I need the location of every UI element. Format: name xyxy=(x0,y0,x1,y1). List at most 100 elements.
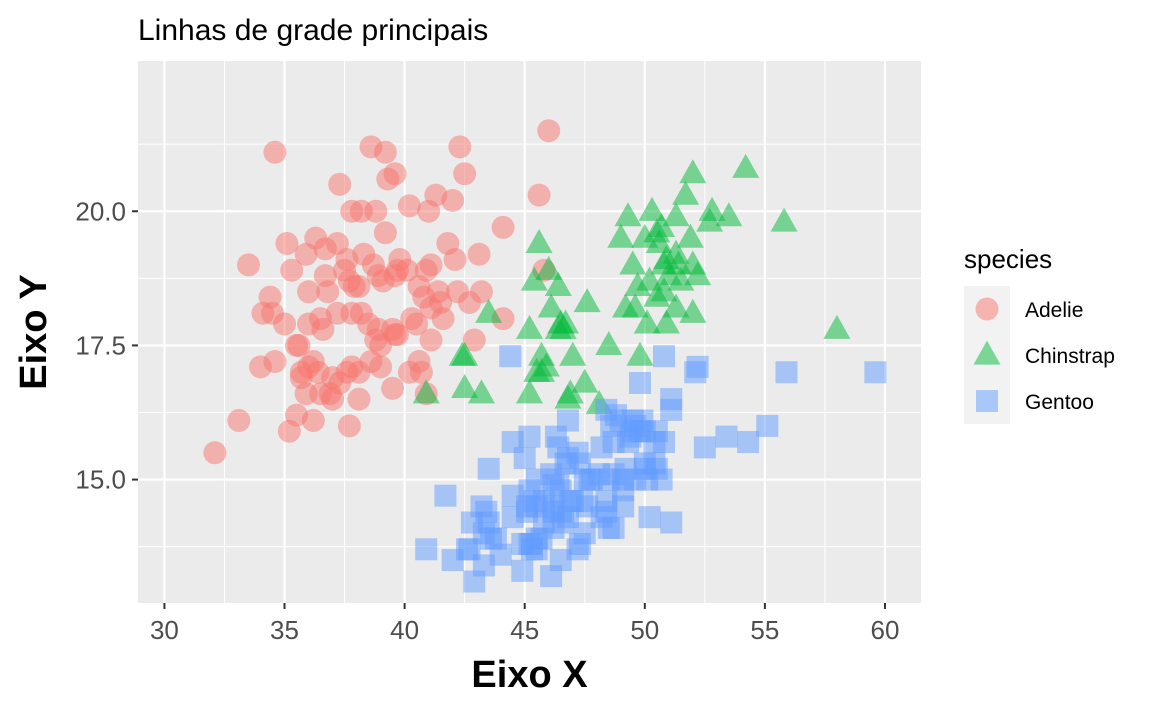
point-adelie xyxy=(443,248,467,272)
point-adelie xyxy=(364,199,388,223)
point-gentoo xyxy=(650,468,673,491)
point-adelie xyxy=(448,135,472,159)
legend-item-adelie: Adelie xyxy=(964,286,1083,332)
legend-label: Chinstrap xyxy=(1025,345,1115,368)
point-adelie xyxy=(381,376,405,400)
x-tick-label: 35 xyxy=(270,615,299,645)
point-chinstrap xyxy=(650,277,678,302)
point-chinstrap xyxy=(552,309,580,334)
point-gentoo xyxy=(472,554,495,577)
point-adelie xyxy=(311,317,335,341)
point-chinstrap xyxy=(559,341,587,366)
point-adelie xyxy=(263,350,287,374)
point-gentoo xyxy=(602,516,625,539)
point-chinstrap xyxy=(732,153,760,178)
point-adelie xyxy=(337,414,361,438)
point-chinstrap xyxy=(532,352,560,377)
point-chinstrap xyxy=(516,379,543,404)
point-chinstrap xyxy=(638,196,666,221)
point-adelie xyxy=(395,258,419,282)
point-chinstrap xyxy=(556,379,584,404)
point-gentoo xyxy=(756,414,779,437)
series-gentoo xyxy=(415,345,887,593)
point-adelie xyxy=(373,221,397,245)
point-gentoo xyxy=(415,538,438,561)
point-adelie xyxy=(347,387,371,411)
y-axis-ticks: 15.0 17.5 20.0 xyxy=(75,196,138,495)
x-tick-label: 30 xyxy=(150,615,179,645)
point-chinstrap xyxy=(684,261,712,286)
legend-item-chinstrap: Chinstrap xyxy=(964,332,1115,378)
point-gentoo xyxy=(499,345,522,368)
point-adelie xyxy=(236,253,260,277)
point-gentoo xyxy=(573,522,596,545)
point-gentoo xyxy=(653,345,676,368)
point-adelie xyxy=(467,242,491,266)
point-adelie xyxy=(491,215,515,239)
x-tick-label: 45 xyxy=(510,615,539,645)
point-gentoo xyxy=(513,447,536,470)
x-tick-label: 60 xyxy=(871,615,900,645)
legend-key-circle-icon xyxy=(975,297,999,321)
data-points xyxy=(203,119,887,593)
point-gentoo xyxy=(518,425,541,448)
point-chinstrap xyxy=(451,341,479,366)
point-chinstrap xyxy=(571,368,599,393)
point-adelie xyxy=(405,312,429,336)
point-chinstrap xyxy=(652,309,680,334)
point-adelie xyxy=(419,253,443,277)
point-chinstrap xyxy=(595,331,623,356)
point-chinstrap xyxy=(475,298,503,323)
point-chinstrap xyxy=(520,266,548,291)
point-adelie xyxy=(297,280,321,304)
point-gentoo xyxy=(737,431,760,454)
point-adelie xyxy=(347,274,371,298)
legend-label: Gentoo xyxy=(1025,391,1094,414)
point-adelie xyxy=(263,140,287,164)
point-adelie xyxy=(301,409,325,433)
legend-key-square-icon xyxy=(976,390,998,412)
point-adelie xyxy=(280,258,304,282)
legend-item-gentoo: Gentoo xyxy=(964,378,1094,424)
point-adelie xyxy=(491,307,515,331)
point-adelie xyxy=(316,280,340,304)
point-gentoo xyxy=(556,409,579,432)
point-chinstrap xyxy=(525,229,553,254)
point-chinstrap xyxy=(715,202,743,227)
point-adelie xyxy=(203,441,227,465)
y-tick-label: 15.0 xyxy=(75,465,126,495)
point-chinstrap xyxy=(544,271,572,296)
point-chinstrap xyxy=(535,255,563,280)
point-adelie xyxy=(287,333,311,357)
point-gentoo xyxy=(715,425,738,448)
point-adelie xyxy=(409,360,433,384)
point-gentoo xyxy=(511,559,534,582)
point-adelie xyxy=(419,328,443,352)
point-gentoo xyxy=(628,371,651,394)
point-chinstrap xyxy=(770,207,798,232)
point-chinstrap xyxy=(823,314,851,339)
point-adelie xyxy=(385,323,409,347)
point-chinstrap xyxy=(679,159,707,184)
chart-title: Linhas de grade principais xyxy=(138,14,488,47)
point-chinstrap xyxy=(619,250,647,275)
series-adelie xyxy=(203,119,561,465)
x-tick-label: 55 xyxy=(750,615,779,645)
point-adelie xyxy=(373,140,397,164)
x-axis-ticks: 30 35 40 45 50 55 60 xyxy=(150,603,899,645)
legend-label: Adelie xyxy=(1025,299,1083,322)
point-gentoo xyxy=(434,484,457,507)
point-adelie xyxy=(453,162,477,186)
point-adelie xyxy=(469,280,493,304)
point-chinstrap xyxy=(662,239,690,264)
point-chinstrap xyxy=(451,373,479,398)
y-axis-title: Eixo Y xyxy=(13,274,55,389)
x-tick-label: 40 xyxy=(390,615,419,645)
point-chinstrap xyxy=(672,180,700,205)
point-gentoo xyxy=(686,355,709,378)
point-chinstrap xyxy=(412,379,440,404)
point-chinstrap xyxy=(573,288,601,313)
point-gentoo xyxy=(660,388,683,411)
point-adelie xyxy=(397,194,421,218)
